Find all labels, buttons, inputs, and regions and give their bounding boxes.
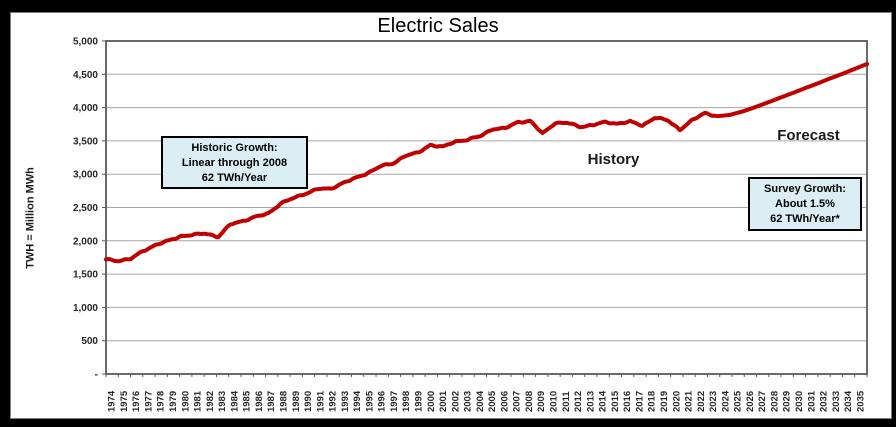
y-tick-label: 5,000 <box>73 37 98 48</box>
y-tick-label: 1,500 <box>73 270 98 281</box>
x-tick-label: 2035 <box>855 390 866 412</box>
x-tick-label: 1993 <box>340 391 351 412</box>
y-tick-label: 2,500 <box>73 203 98 214</box>
y-tick-label: 2,000 <box>73 236 98 247</box>
x-tick-label: 1997 <box>389 391 400 412</box>
x-tick-label: 2020 <box>671 391 682 412</box>
historic-growth-line-3: 62 TWh/Year <box>201 172 268 184</box>
x-tick-label: 2000 <box>426 391 437 412</box>
x-tick-label: 1974 <box>107 390 118 412</box>
x-tick-label: 2010 <box>549 391 560 412</box>
y-axis-title: TWH = Million MWh <box>24 167 37 269</box>
x-tick-label: 2003 <box>463 391 474 412</box>
x-tick-label: 2012 <box>573 391 584 412</box>
x-tick-label: 2033 <box>831 391 842 412</box>
x-tick-label: 1976 <box>131 391 142 412</box>
x-tick-label: 2014 <box>598 390 609 412</box>
survey-growth-line-1: Survey Growth: <box>764 183 846 195</box>
x-tick-label: 1990 <box>303 391 314 412</box>
survey-growth-annotation-box: Survey Growth: About 1.5% 62 TWh/Year* <box>748 177 862 231</box>
x-tick-label: 2019 <box>659 391 670 412</box>
x-tick-label: 2026 <box>745 391 756 412</box>
x-tick-label: 2015 <box>610 390 621 412</box>
x-tick-label: 2008 <box>524 391 535 412</box>
x-tick-label: 1980 <box>180 391 191 412</box>
sales-line <box>104 62 869 264</box>
x-tick-label: 1992 <box>328 391 339 412</box>
x-tick-label: 2005 <box>487 390 498 412</box>
historic-growth-line-2: Linear through 2008 <box>181 157 288 169</box>
x-tick-label: 2022 <box>696 391 707 412</box>
y-tick-label: 4,500 <box>73 70 98 81</box>
x-tick-label: 2030 <box>794 391 805 412</box>
history-region-label: History <box>587 151 640 168</box>
sales-line-plot: - 500 1,000 1,500 2,000 2,500 3,000 3,500 4,000 4… <box>73 37 869 412</box>
y-tick-label: 4,000 <box>73 103 98 114</box>
x-tick-label: 2025 <box>733 390 744 412</box>
x-tick-label: 1999 <box>413 391 424 412</box>
x-tick-label: 2006 <box>499 391 510 412</box>
x-tick-label: 2034 <box>843 390 854 412</box>
x-tick-label: 1987 <box>266 391 277 412</box>
x-tick-label: 1998 <box>401 391 412 412</box>
historic-growth-line-1: Historic Growth: <box>191 142 278 154</box>
x-tick-label: 2002 <box>450 391 461 412</box>
x-tick-label: 2007 <box>512 391 523 412</box>
x-tick-label: 2029 <box>782 391 793 412</box>
x-tick-label: 1991 <box>315 390 326 412</box>
x-tick-label: 1982 <box>205 391 216 412</box>
forecast-region-label: Forecast <box>777 127 840 144</box>
x-tick-label: 2023 <box>708 391 719 412</box>
x-tick-label: 1979 <box>168 391 179 412</box>
x-tick-label: 2024 <box>720 390 731 412</box>
x-tick-label: 1996 <box>377 391 388 412</box>
x-tick-label: 2004 <box>475 390 486 412</box>
chart-title: Electric Sales <box>377 15 499 37</box>
y-tick-label: 3,500 <box>73 136 98 147</box>
survey-growth-line-2: About 1.5% <box>775 198 835 210</box>
x-tick-label: 2018 <box>647 391 658 412</box>
x-tick-label: 1994 <box>352 390 363 412</box>
x-tick-label: 2013 <box>585 391 596 412</box>
x-tick-label: 1981 <box>193 390 204 412</box>
x-tick-label: 1995 <box>364 390 375 412</box>
x-tick-label: 1975 <box>119 390 130 412</box>
x-tick-label: 2001 <box>438 390 449 412</box>
x-tick-label: 2031 <box>806 390 817 412</box>
x-tick-label: 2016 <box>622 391 633 412</box>
y-tick-label: 1,000 <box>73 303 98 314</box>
x-tick-label: 2021 <box>684 390 695 412</box>
x-tick-label: 1983 <box>217 391 228 412</box>
x-tick-label: 1986 <box>254 391 265 412</box>
x-tick-label: 2028 <box>769 391 780 412</box>
x-tick-label: 2017 <box>634 391 645 412</box>
x-tick-label: 1988 <box>278 391 289 412</box>
historic-growth-annotation-box: Historic Growth: Linear through 2008 62 … <box>161 136 308 189</box>
x-tick-label: 2032 <box>819 391 830 412</box>
x-tick-label: 1985 <box>242 390 253 412</box>
x-tick-label: 2009 <box>536 391 547 412</box>
survey-growth-line-3: 62 TWh/Year* <box>770 213 840 225</box>
x-tick-label: 1977 <box>143 391 154 412</box>
x-tick-label: 1984 <box>229 390 240 412</box>
x-tick-label: 2027 <box>757 391 768 412</box>
y-tick-label: - <box>95 370 98 381</box>
y-tick-label: 3,000 <box>73 170 98 181</box>
x-tick-label: 2011 <box>561 391 572 412</box>
x-tick-label: 1978 <box>156 391 167 412</box>
x-tick-label: 1989 <box>291 391 302 412</box>
chart-frame: Electric Sales - 500 1,000 1,500 2,000 2,500 3… <box>10 12 892 419</box>
y-tick-label: 500 <box>81 336 98 347</box>
